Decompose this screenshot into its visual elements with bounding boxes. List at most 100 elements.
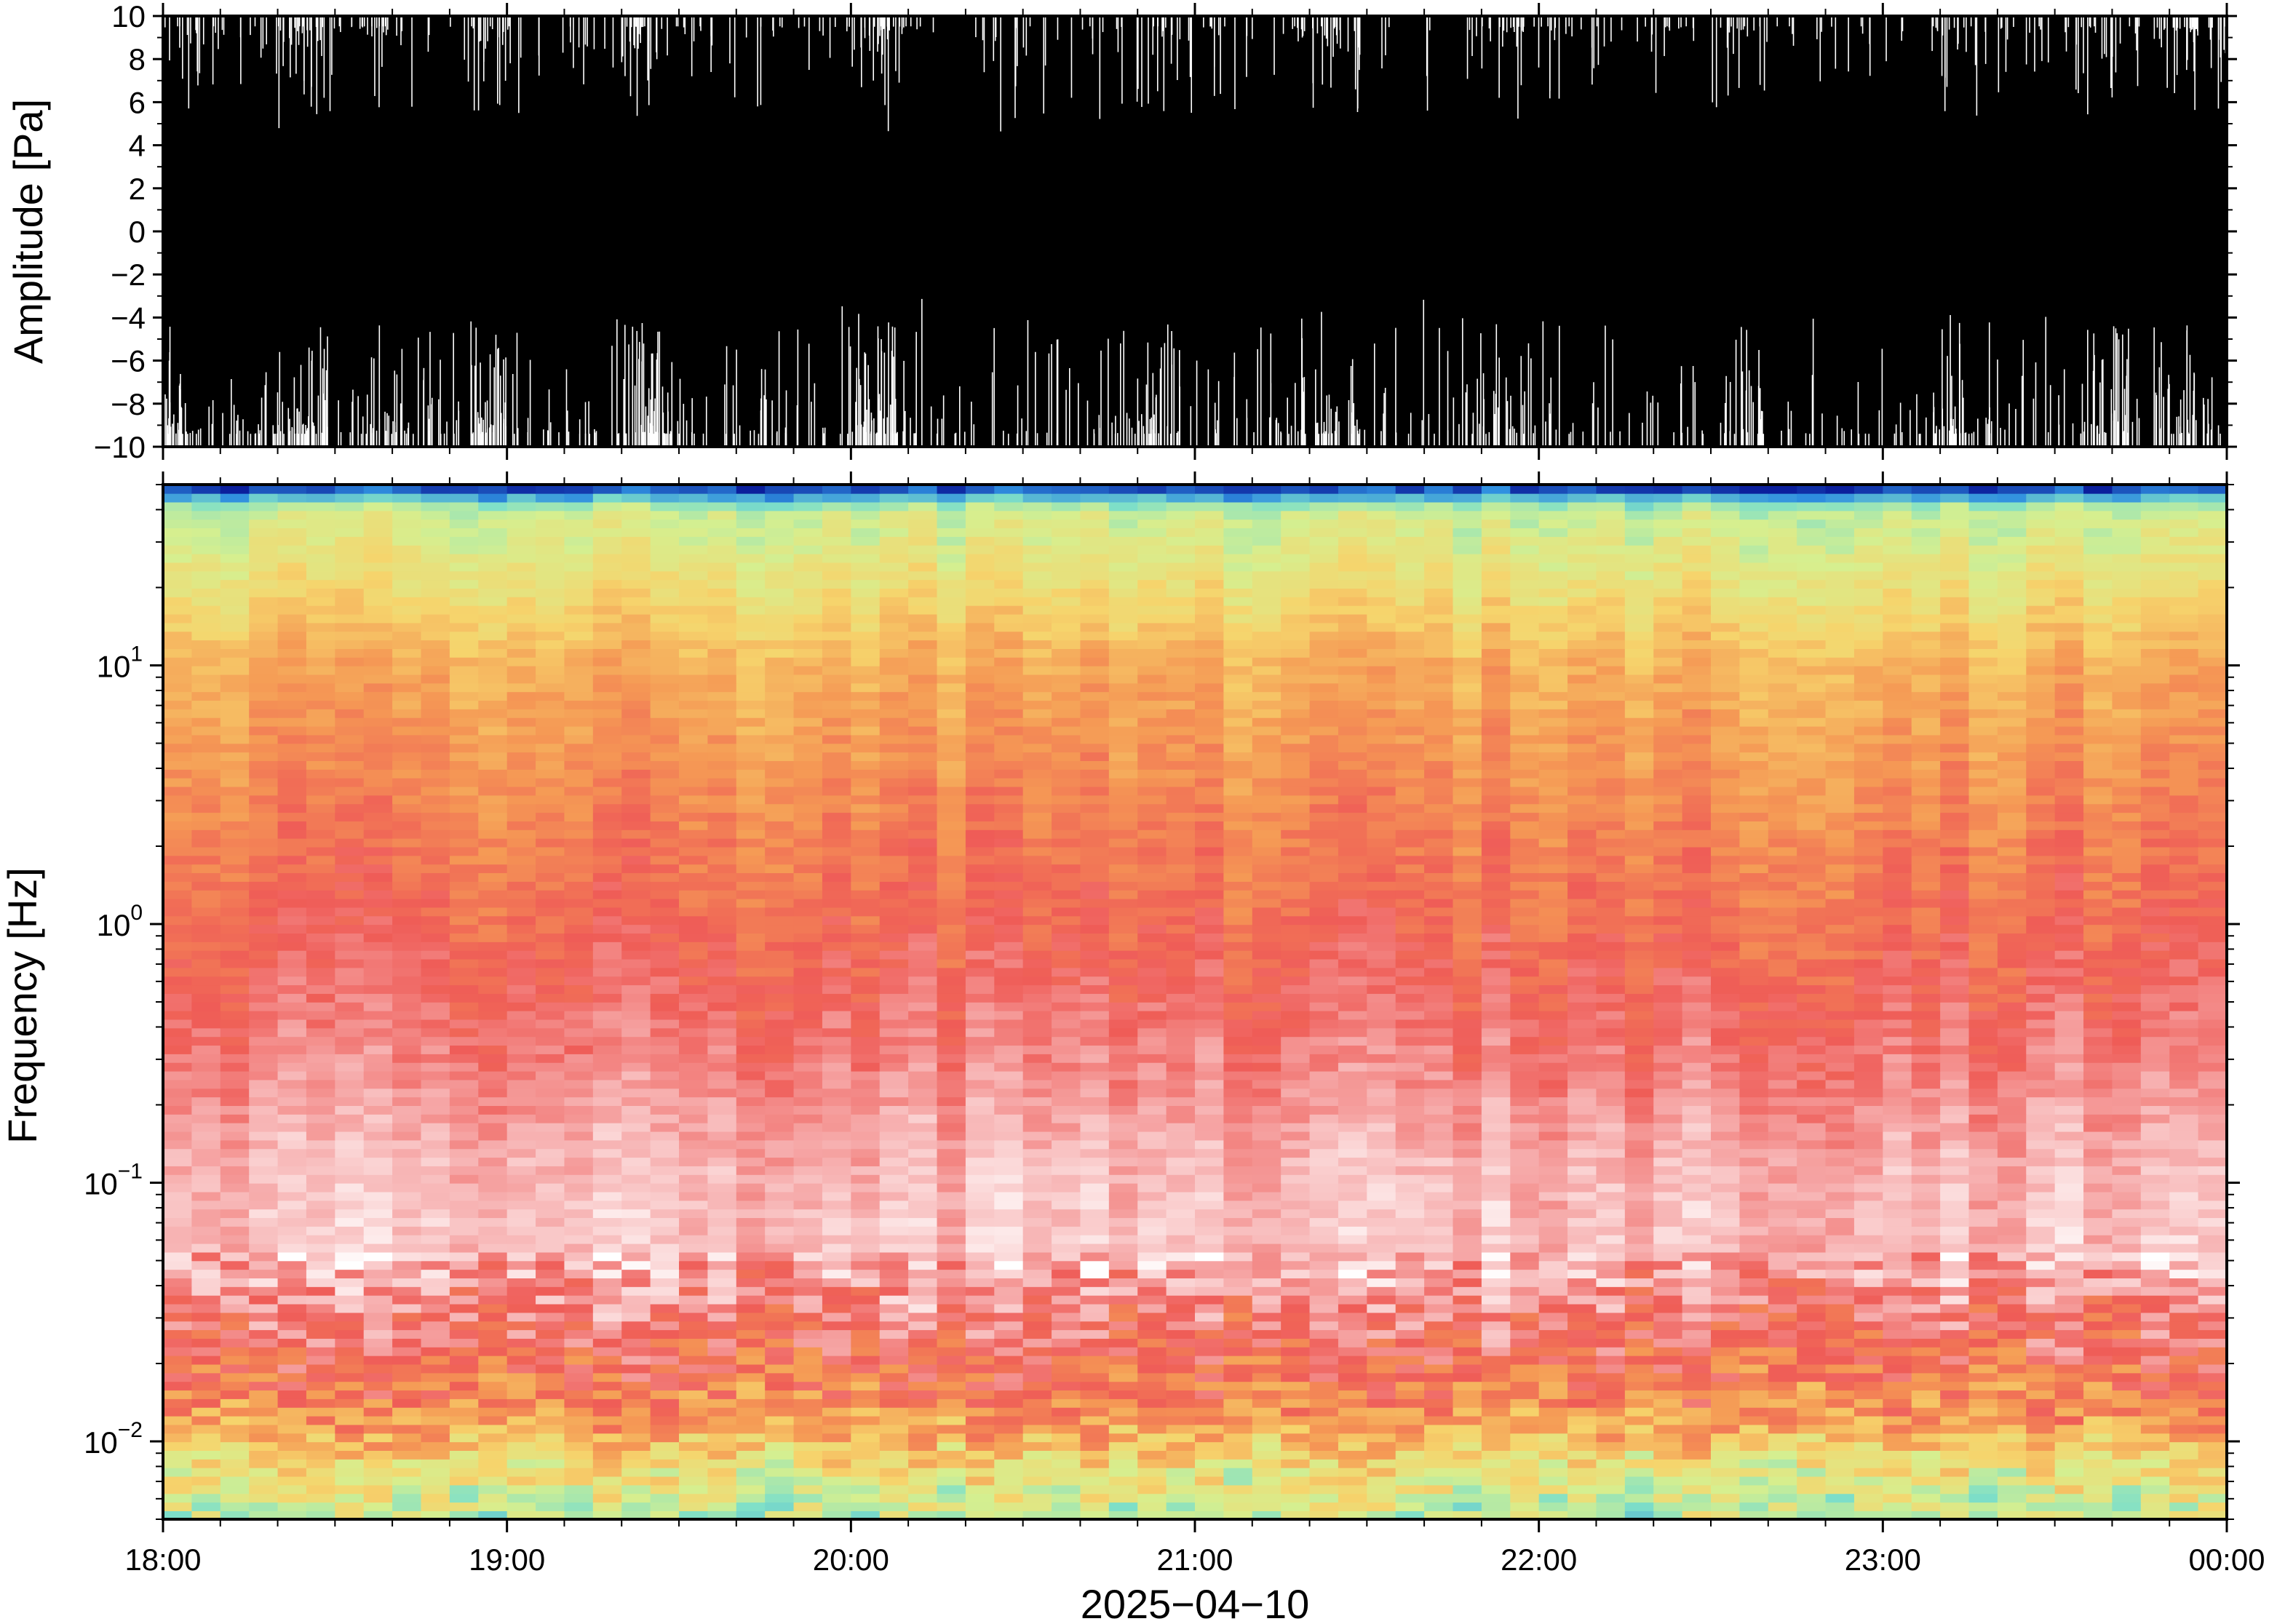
spectrogram-cell bbox=[1137, 1182, 1167, 1193]
spectrogram-cell bbox=[1797, 1209, 1827, 1219]
spectrogram-cell bbox=[1739, 1398, 1769, 1408]
spectrogram-cell bbox=[1223, 1424, 1253, 1434]
spectrogram-cell bbox=[851, 1269, 881, 1278]
spectrogram-cell bbox=[822, 1234, 852, 1244]
spectrogram-cell bbox=[449, 1217, 480, 1227]
spectrogram-cell bbox=[1596, 1303, 1626, 1313]
spectrogram-cell bbox=[392, 1424, 422, 1434]
spectrogram-cell bbox=[822, 1364, 852, 1374]
spectrogram-cell bbox=[1739, 1467, 1769, 1477]
spectrogram-cell bbox=[2054, 1260, 2084, 1270]
spectrogram-cell bbox=[1510, 1174, 1540, 1184]
spectrogram-cell bbox=[506, 1105, 536, 1115]
spectrogram-cell bbox=[277, 1398, 307, 1408]
spectrogram-cell bbox=[1567, 1364, 1597, 1374]
spectrogram-cell bbox=[536, 1390, 565, 1399]
spectrogram-cell bbox=[335, 1355, 365, 1365]
spectrogram-cell bbox=[506, 1415, 536, 1425]
spectrogram-cell bbox=[249, 1398, 279, 1408]
waveform-spikes bbox=[164, 16, 2228, 447]
spectrogram-cell bbox=[1853, 1217, 1884, 1227]
spectrogram-cell bbox=[765, 1243, 795, 1253]
spectrogram-cell bbox=[679, 1114, 709, 1123]
spectrogram-cell bbox=[249, 1372, 279, 1382]
spectrogram-cell bbox=[1883, 1209, 1912, 1219]
spectrogram-cell bbox=[536, 1493, 565, 1503]
spectrogram-cell bbox=[506, 1243, 536, 1253]
spectrogram-cell bbox=[1797, 1415, 1827, 1425]
spectrogram-cell bbox=[1367, 1441, 1396, 1451]
spectrogram-cell bbox=[536, 1329, 565, 1339]
spectrogram-cell bbox=[1739, 1157, 1769, 1166]
spectrogram-cell bbox=[2198, 1502, 2228, 1511]
spectrogram-cell bbox=[536, 1286, 565, 1296]
spectrogram-cell bbox=[879, 1294, 909, 1305]
spectrogram-cell bbox=[1453, 1467, 1482, 1477]
spectrogram-cell bbox=[1653, 1148, 1683, 1158]
spectrogram-cell bbox=[1997, 1139, 2027, 1150]
spectrogram-cell bbox=[1338, 1364, 1368, 1374]
spectrogram-cell bbox=[994, 1157, 1024, 1166]
spectrogram-cell bbox=[908, 1286, 938, 1296]
spectrogram-cell bbox=[392, 1251, 422, 1262]
spectrogram-cell bbox=[249, 1381, 279, 1391]
spectrogram-cell bbox=[765, 1294, 795, 1305]
spectrogram-cell bbox=[908, 1217, 938, 1227]
spectrogram-cell bbox=[536, 1139, 565, 1150]
spectrogram-cell bbox=[1080, 1415, 1110, 1425]
spectrogram-cell bbox=[363, 1157, 393, 1166]
spectrogram-cell bbox=[908, 1390, 938, 1399]
spectrogram-cell bbox=[191, 1312, 221, 1322]
spectrogram-cell bbox=[1052, 1105, 1081, 1115]
spectrogram-cell bbox=[736, 1484, 766, 1494]
spectrogram-cell bbox=[220, 1294, 250, 1305]
spectrogram-cell bbox=[2169, 1372, 2199, 1382]
spectrogram-cell bbox=[363, 1243, 393, 1253]
spectrogram-cell bbox=[478, 1347, 508, 1356]
spectrogram-cell bbox=[679, 1139, 709, 1150]
spectrogram-cell bbox=[793, 1105, 823, 1115]
spectrogram-cell bbox=[994, 1260, 1024, 1270]
spectrogram-cell bbox=[1052, 1303, 1081, 1313]
spectrogram-cell bbox=[1825, 1450, 1855, 1460]
spectrogram-cell bbox=[1883, 1364, 1912, 1374]
spectrogram-cell bbox=[1825, 1406, 1855, 1417]
spectrogram-cell bbox=[1166, 1381, 1196, 1391]
spectrogram-cell bbox=[2083, 1364, 2113, 1374]
spectrogram-cell bbox=[879, 1157, 909, 1166]
spectrogram-cell bbox=[1940, 1166, 1970, 1175]
spectrogram-cell bbox=[306, 1131, 336, 1141]
spectrogram-cell bbox=[335, 1105, 365, 1115]
spectrogram-cell bbox=[994, 1174, 1024, 1184]
spectrogram-cell bbox=[908, 1131, 938, 1141]
spectrogram-cell bbox=[679, 1398, 709, 1408]
spectrogram-cell bbox=[478, 1278, 508, 1287]
spectrogram-cell bbox=[793, 1381, 823, 1391]
spectrogram-cell bbox=[220, 1148, 250, 1158]
spectrogram-cell bbox=[1567, 1415, 1597, 1425]
spectrogram-cell bbox=[793, 1174, 823, 1184]
spectrogram-cell bbox=[1424, 1139, 1454, 1150]
spectrogram-cell bbox=[1481, 1415, 1511, 1425]
spectrogram-cell bbox=[1166, 1390, 1196, 1399]
spectrogram-cell bbox=[363, 1450, 393, 1460]
spectrogram-cell bbox=[1711, 1278, 1741, 1287]
spectrogram-cell bbox=[163, 1321, 193, 1331]
spectrogram-cell bbox=[1453, 1148, 1482, 1158]
spectrogram-cell bbox=[2169, 1174, 2199, 1184]
spectrogram-cell bbox=[592, 1493, 623, 1503]
spectrogram-cell bbox=[765, 1355, 795, 1365]
spectrogram-cell bbox=[650, 1182, 680, 1193]
spectrogram-cell bbox=[2054, 1398, 2084, 1408]
spectrogram-cell bbox=[2112, 1166, 2142, 1175]
spectrogram-cell bbox=[1739, 1450, 1769, 1460]
spectrogram-cell bbox=[707, 1381, 737, 1391]
spectrogram-cell bbox=[1338, 1174, 1368, 1184]
spectrogram-cell bbox=[822, 1139, 852, 1150]
spectrogram-cell bbox=[1338, 1381, 1368, 1391]
spectrogram-cell bbox=[392, 1398, 422, 1408]
spectrogram-cell bbox=[1166, 1234, 1196, 1244]
spectrogram-cell bbox=[822, 1347, 852, 1356]
spectrogram-cell bbox=[1080, 1398, 1110, 1408]
spectrogram-cell bbox=[449, 1441, 480, 1451]
